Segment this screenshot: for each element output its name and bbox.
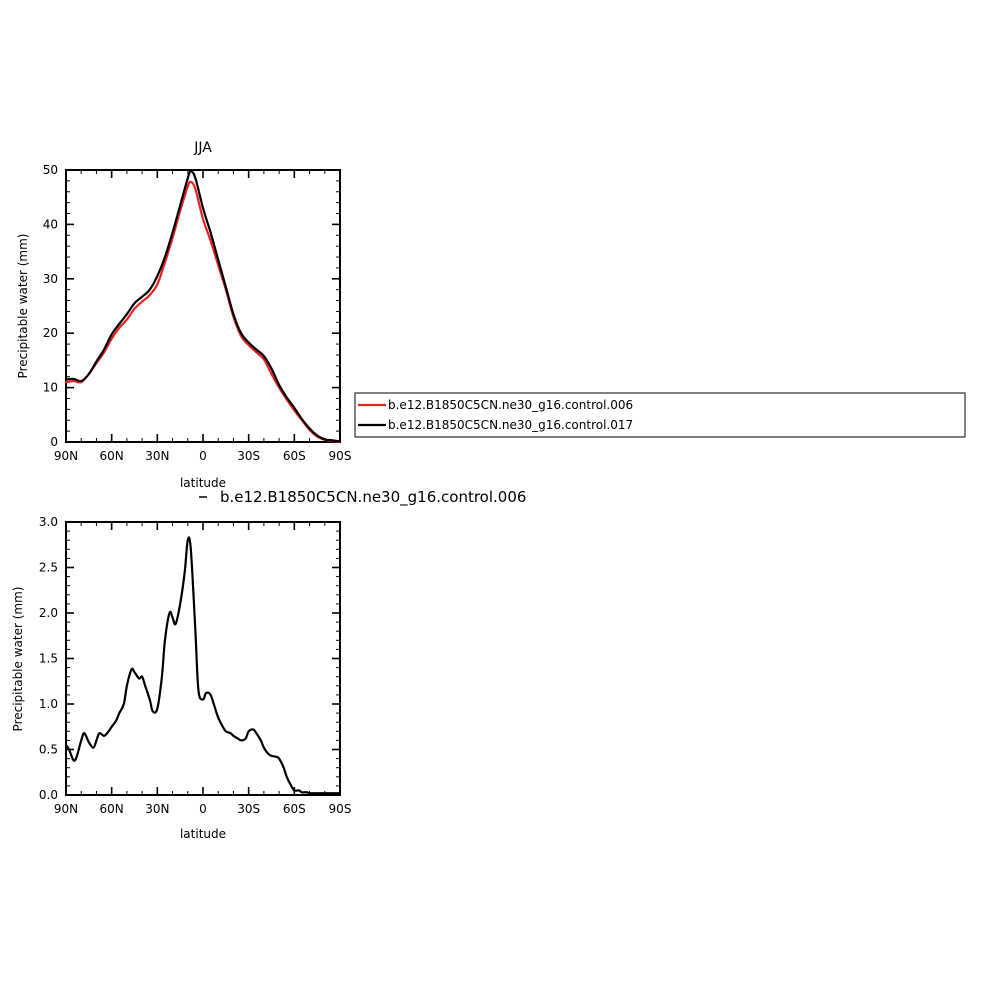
- axis-ticks: [65, 169, 341, 443]
- legend-label-series-a: b.e12.B1850C5CN.ne30_g16.control.006: [388, 398, 633, 412]
- x-tick-label: 30S: [237, 449, 260, 463]
- y-tick-label: 3.0: [39, 515, 58, 529]
- x-tick-label: 90N: [54, 802, 78, 816]
- y-tick-label: 40: [43, 217, 58, 231]
- y-tick-label: 2.0: [39, 606, 58, 620]
- x-tick-label: 30S: [237, 802, 260, 816]
- x-axis-title: latitude: [180, 827, 226, 841]
- series-lines: [64, 536, 342, 795]
- legend: b.e12.B1850C5CN.ne30_g16.control.006 b.e…: [354, 392, 966, 438]
- x-tick-label: 90S: [329, 449, 352, 463]
- axis-tick-labels: 90N 60N 30N 0 30S 60S 90S 0.0 0.5 1.0 1.5 2.0 2.5 3.0: [39, 515, 352, 816]
- legend-label-series-b: b.e12.B1850C5CN.ne30_g16.control.017: [388, 418, 633, 432]
- y-tick-label: 0.0: [39, 788, 58, 802]
- x-tick-label: 60N: [100, 802, 124, 816]
- series-line-1: [64, 169, 342, 443]
- chart-title: b.e12.B1850C5CN.ne30_g16.control.006: [220, 488, 526, 507]
- x-tick-label: 30N: [145, 802, 169, 816]
- x-tick-label: 0: [199, 802, 207, 816]
- x-tick-label: 60S: [283, 449, 306, 463]
- axis-ticks: [65, 521, 341, 796]
- x-tick-label: 30N: [145, 449, 169, 463]
- y-tick-label: 0.5: [39, 743, 58, 757]
- axis-tick-labels: 90N 60N 30N 0 30S 60S 90S 0 10 20 30 40 50: [43, 163, 352, 463]
- chart-title: JJA: [193, 140, 212, 156]
- y-tick-label: 1.0: [39, 697, 58, 711]
- x-tick-label: 60S: [283, 802, 306, 816]
- y-tick-label: 50: [43, 163, 58, 177]
- series-line-0: [64, 536, 342, 795]
- y-tick-label: 30: [43, 272, 58, 286]
- y-tick-label: 20: [43, 326, 58, 340]
- x-tick-label: 90N: [54, 449, 78, 463]
- x-tick-label: 90S: [329, 802, 352, 816]
- series-lines: [64, 169, 342, 444]
- series-line-0: [64, 180, 342, 444]
- y-axis-title: Precipitable water (mm): [16, 234, 30, 379]
- legend-box: [354, 392, 966, 438]
- x-axis-title: latitude: [180, 476, 226, 490]
- y-tick-label: 10: [43, 381, 58, 395]
- y-axis-title: Precipitable water (mm): [11, 587, 25, 732]
- x-tick-label: 60N: [100, 449, 124, 463]
- x-tick-label: 0: [199, 449, 207, 463]
- y-tick-label: 0: [50, 435, 58, 449]
- y-tick-label: 2.5: [39, 561, 58, 575]
- difference-chart: b.e12.B1850C5CN.ne30_g16.control.006 90N…: [11, 488, 526, 841]
- jja-precipitable-water-chart: JJA 90N 60N 30N 0 30S 60S 90S 0 10 20 30 40 50 latit…: [16, 140, 351, 490]
- y-tick-label: 1.5: [39, 652, 58, 666]
